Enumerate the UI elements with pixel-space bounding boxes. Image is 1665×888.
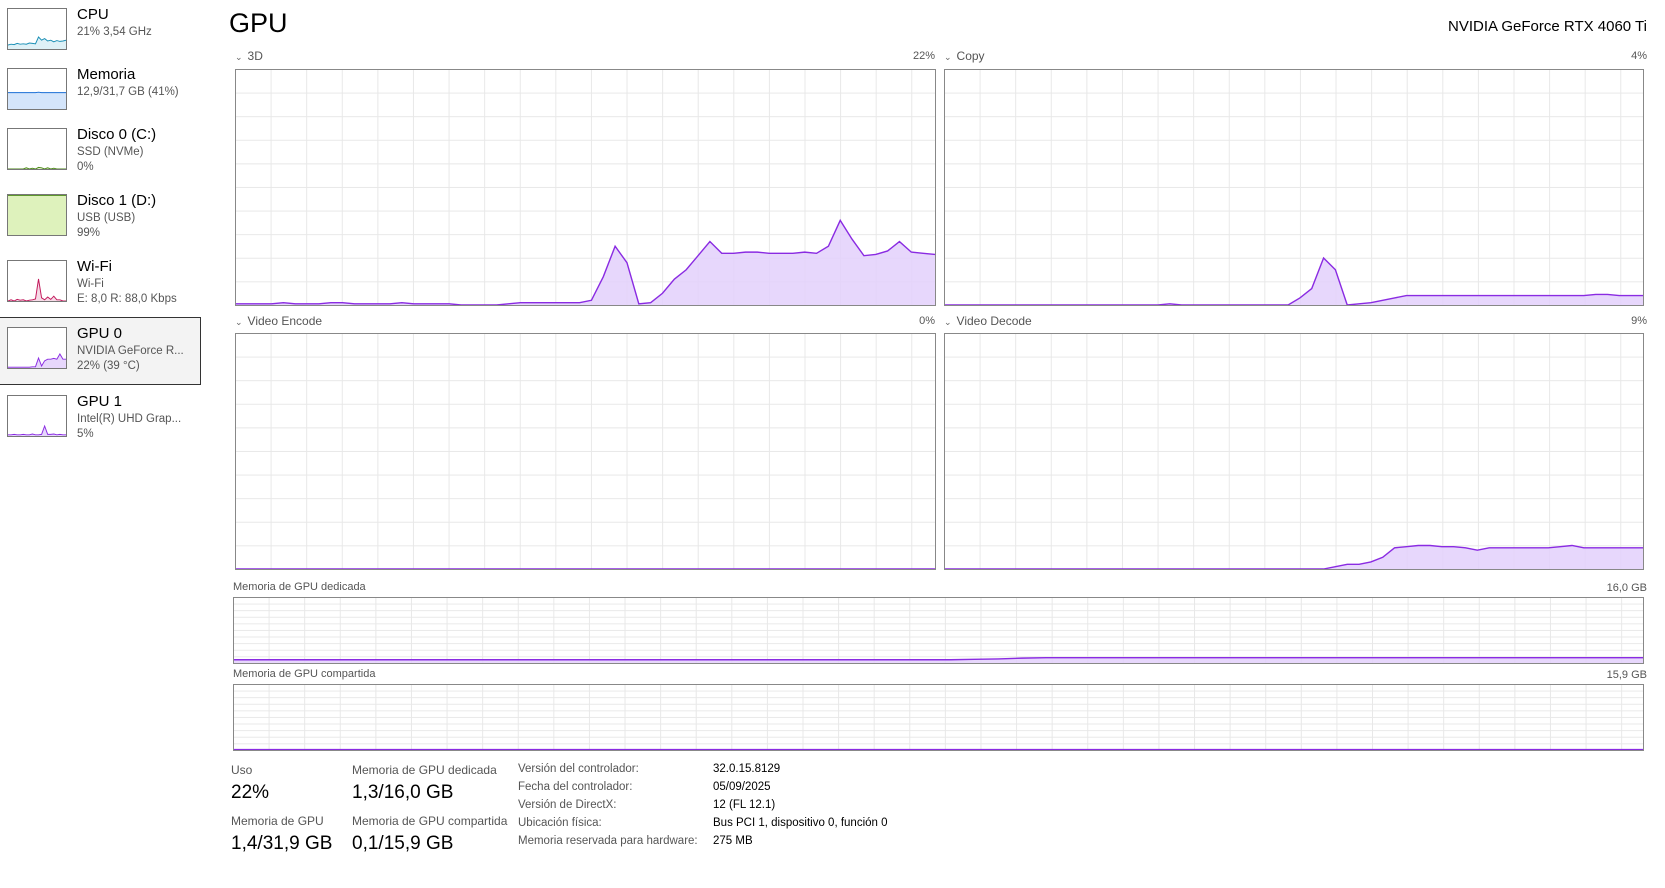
usage-value: 22% xyxy=(231,782,270,803)
chart-label: Copy xyxy=(956,49,985,63)
sidebar-item-detail: 21% 3,54 GHz xyxy=(77,26,152,38)
sidebar-item-label: Wi-Fi xyxy=(77,258,112,275)
engine-selector-video-decode[interactable]: ⌄ Video Decode xyxy=(944,314,1032,328)
sidebar-item-detail: Wi-Fi xyxy=(77,278,104,290)
memory-thumbnail-graph xyxy=(7,68,67,110)
disk-0-thumbnail-graph xyxy=(7,128,67,170)
sidebar-item-detail: Intel(R) UHD Grap... xyxy=(77,413,182,425)
reserved-memory-value: 275 MB xyxy=(713,835,753,847)
usage-label: Uso xyxy=(231,763,253,777)
sidebar-item-wifi[interactable]: Wi-Fi Wi-Fi E: 8,0 R: 88,0 Kbps xyxy=(0,258,201,326)
driver-date-label: Fecha del controlador: xyxy=(518,781,633,793)
shared-memory-label: Memoria de GPU compartida xyxy=(352,814,508,828)
series-area xyxy=(945,545,1643,569)
chart-label: Memoria de GPU dedicada xyxy=(233,581,366,593)
directx-version-value: 12 (FL 12.1) xyxy=(713,799,776,811)
series-line xyxy=(8,36,66,46)
sidebar-item-cpu[interactable]: CPU 21% 3,54 GHz xyxy=(0,6,201,74)
sidebar-item-label: Disco 1 (D:) xyxy=(77,192,157,209)
gpu-0-thumbnail-graph xyxy=(7,327,67,369)
series-line xyxy=(8,278,66,301)
driver-version-value: 32.0.15.8129 xyxy=(713,763,781,775)
sidebar-item-disk-0[interactable]: Disco 0 (C:) SSD (NVMe) 0% xyxy=(0,126,201,194)
chart-shared-memory xyxy=(233,684,1644,751)
chevron-down-icon: ⌄ xyxy=(235,52,243,62)
chart-copy xyxy=(944,69,1644,306)
sidebar-item-label: Disco 0 (C:) xyxy=(77,126,157,143)
sidebar-item-label: GPU 0 xyxy=(77,325,123,342)
device-name: NVIDIA GeForce RTX 4060 Ti xyxy=(1448,18,1647,35)
wifi-thumbnail-graph xyxy=(7,260,67,302)
disk-1-thumbnail-graph xyxy=(7,194,67,236)
sidebar-item-value: 22% (39 °C) xyxy=(77,360,140,372)
chart-value: 9% xyxy=(1631,315,1647,327)
chart-3d xyxy=(235,69,936,306)
sidebar-item-gpu-1[interactable]: GPU 1 Intel(R) UHD Grap... 5% xyxy=(0,393,201,461)
page-title: GPU xyxy=(229,8,288,38)
gpu-memory-label: Memoria de GPU xyxy=(231,814,324,828)
series-area xyxy=(236,220,935,305)
sidebar-item-memory[interactable]: Memoria 12,9/31,7 GB (41%) xyxy=(0,66,201,134)
sidebar-item-disk-1[interactable]: Disco 1 (D:) USB (USB) 99% xyxy=(0,192,201,260)
directx-version-label: Versión de DirectX: xyxy=(518,799,617,811)
shared-memory-value: 0,1/15,9 GB xyxy=(352,833,454,854)
driver-version-label: Versión del controlador: xyxy=(518,763,639,775)
series-line xyxy=(8,353,66,368)
dedicated-memory-label: Memoria de GPU dedicada xyxy=(352,763,497,777)
series-area xyxy=(8,37,66,49)
chart-value: 4% xyxy=(1631,50,1647,62)
sidebar-item-gpu-0[interactable]: GPU 0 NVIDIA GeForce R... 22% (39 °C) xyxy=(0,317,201,385)
engine-selector-video-encode[interactable]: ⌄ Video Encode xyxy=(235,314,322,328)
gpu-1-thumbnail-graph xyxy=(7,395,67,437)
chevron-down-icon: ⌄ xyxy=(235,317,243,327)
sidebar-item-value: E: 8,0 R: 88,0 Kbps xyxy=(77,293,177,305)
chart-label: 3D xyxy=(247,49,263,63)
chart-value: 0% xyxy=(919,315,935,327)
chart-label: Video Encode xyxy=(247,314,323,328)
chart-value: 22% xyxy=(912,50,935,62)
chart-label: Memoria de GPU compartida xyxy=(233,668,376,680)
cpu-thumbnail-graph xyxy=(7,8,67,50)
series-area xyxy=(8,354,66,368)
sidebar-item-label: Memoria xyxy=(77,66,136,83)
engine-selector-copy[interactable]: ⌄ Copy xyxy=(944,49,985,63)
sidebar-item-detail: USB (USB) xyxy=(77,212,136,224)
dedicated-memory-value: 1,3/16,0 GB xyxy=(352,782,454,803)
chart-value: 15,9 GB xyxy=(1606,669,1647,681)
sidebar-item-label: GPU 1 xyxy=(77,393,123,410)
gpu-memory-value: 1,4/31,9 GB xyxy=(231,833,333,854)
chart-dedicated-memory xyxy=(233,597,1644,664)
sidebar-item-label: CPU xyxy=(77,6,109,23)
engine-selector-3d[interactable]: ⌄ 3D xyxy=(235,49,263,63)
sidebar-item-value: 5% xyxy=(77,428,94,440)
reserved-memory-label: Memoria reservada para hardware: xyxy=(518,835,698,847)
series-line xyxy=(8,166,66,169)
sidebar-item-detail: SSD (NVMe) xyxy=(77,146,144,158)
series-line xyxy=(945,256,1643,305)
sidebar-item-value: 99% xyxy=(77,227,101,239)
series-area xyxy=(8,426,66,436)
series-line xyxy=(8,424,66,436)
series-line xyxy=(234,657,1643,661)
series-area xyxy=(8,195,66,235)
chart-value: 16,0 GB xyxy=(1606,582,1647,594)
sidebar-item-detail: 12,9/31,7 GB (41%) xyxy=(77,86,179,98)
series-line xyxy=(945,544,1643,569)
chevron-down-icon: ⌄ xyxy=(944,317,952,327)
sidebar-item-value: 0% xyxy=(77,161,94,173)
series-area xyxy=(8,92,66,109)
series-line xyxy=(236,218,935,305)
physical-location-label: Ubicación física: xyxy=(518,817,602,829)
physical-location-value: Bus PCI 1, dispositivo 0, función 0 xyxy=(713,817,888,829)
driver-date-value: 05/09/2025 xyxy=(713,781,771,793)
chevron-down-icon: ⌄ xyxy=(944,52,952,62)
sidebar-item-detail: NVIDIA GeForce R... xyxy=(77,345,184,357)
chart-label: Video Decode xyxy=(956,314,1032,328)
chart-video-encode xyxy=(235,333,936,570)
chart-video-decode xyxy=(944,333,1644,570)
series-area xyxy=(945,258,1643,305)
